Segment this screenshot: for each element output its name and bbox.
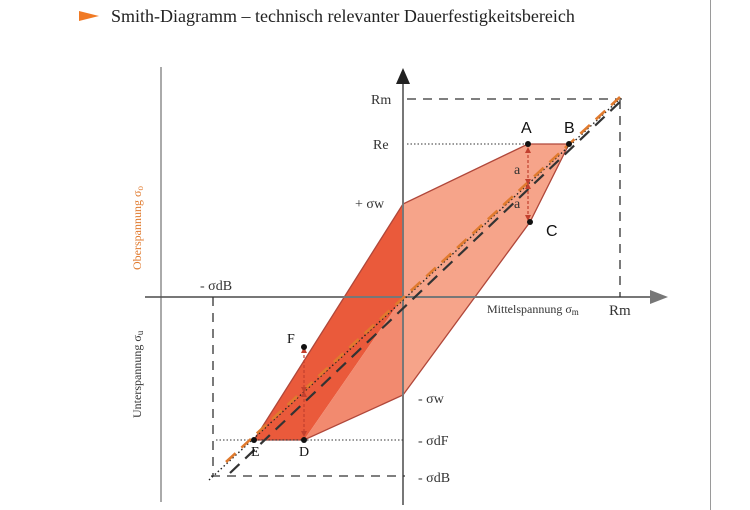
x-axis-end-label: Rm	[609, 303, 631, 319]
y-tick-minus-sigma-w: - σw	[418, 392, 445, 407]
diagram-title: Smith-Diagramm – technisch relevanter Da…	[111, 5, 575, 26]
horizontal-axis-arrowhead	[650, 290, 668, 304]
point-d-label: D	[299, 445, 309, 460]
point-f-marker	[301, 344, 307, 350]
point-c-label: C	[546, 223, 558, 240]
y-tick-re: Re	[373, 138, 389, 153]
point-f-label: F	[287, 332, 295, 347]
orange-arrow-marker-icon	[79, 11, 99, 21]
point-b-label: B	[564, 120, 575, 137]
point-b-marker	[566, 141, 572, 147]
y-tick-minus-sigma-db: - σdB	[418, 471, 450, 486]
fatigue-region-outline	[252, 143, 571, 441]
upper-limit-dashed-orange-line	[225, 96, 621, 463]
title-row: Smith-Diagramm – technisch relevanter Da…	[79, 3, 575, 29]
y-lower-axis-label: Unterspannung σu	[130, 330, 145, 418]
point-a-label: A	[521, 120, 532, 137]
x-tick-minus-sigma-db: - σdB	[200, 279, 232, 294]
lower-limit-dashed-black-line	[229, 99, 623, 474]
point-e-marker	[251, 437, 257, 443]
point-d-marker	[301, 437, 307, 443]
point-a-marker	[525, 141, 531, 147]
y-tick-plus-sigma-w: + σw	[355, 197, 385, 212]
point-e-label: E	[251, 445, 260, 460]
y-tick-rm: Rm	[371, 93, 391, 108]
dimension-label-a-upper: a	[514, 163, 521, 178]
y-upper-axis-label: Oberspannung σo	[130, 186, 145, 270]
point-c-marker	[527, 219, 533, 225]
right-divider-line	[710, 0, 711, 510]
y-tick-minus-sigma-df: - σdF	[418, 434, 449, 449]
x-axis-label: Mittelspannung σm	[487, 302, 579, 317]
diagonal-dotted-line	[208, 96, 623, 481]
right-region	[403, 144, 569, 395]
dimension-label-a-lower: a	[514, 197, 521, 212]
lower-center-region	[304, 297, 403, 440]
vertical-axis-arrowhead	[396, 68, 410, 84]
